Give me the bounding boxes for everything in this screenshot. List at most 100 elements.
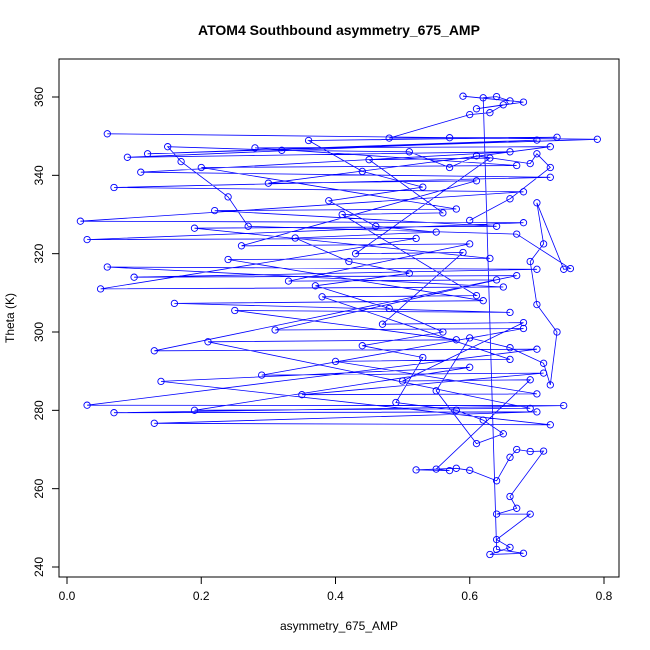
data-point [519,188,528,196]
data-point [164,143,172,151]
data-point [479,416,487,424]
x-axis-label: asymmetry_675_AMP [280,619,398,633]
data-point [110,183,118,192]
data-point [519,219,528,227]
data-point [486,109,494,117]
data-point [533,408,541,416]
data-point [83,401,91,409]
data-point [398,377,407,385]
data-point [345,257,353,266]
data-point [492,535,501,544]
data-point [358,342,366,350]
data-point [291,234,299,242]
data-point [445,134,454,142]
data-point [412,466,420,474]
data-point [533,136,541,144]
y-tick-label: 320 [32,243,46,263]
data-point [479,94,487,102]
data-point [492,510,501,518]
data-point [103,130,111,138]
data-point [419,353,427,362]
data-point [499,283,507,291]
data-point [130,273,138,281]
data-point [546,421,554,429]
data-point [526,404,534,413]
data-point [170,299,179,308]
data-point [472,177,481,185]
data-point [412,234,420,243]
data-point [385,304,393,313]
data-point [338,210,346,219]
data-point [459,92,467,100]
data-point [325,197,333,205]
data-point [432,465,440,473]
data-point [533,150,541,158]
data-point [177,157,185,166]
data-point [506,453,514,461]
data-point [466,334,474,342]
data-point [486,550,494,559]
y-axis: 240 260 280 300 320 340 360 [32,87,60,577]
data-point [459,248,467,257]
data-point [479,297,487,305]
data-point [405,148,413,156]
data-point [533,300,541,309]
data-point [492,92,501,101]
data-point [439,209,447,217]
data-point [351,250,360,258]
data-point [506,148,514,156]
data-point [506,543,514,552]
data-point [439,328,447,336]
data-point [519,549,528,557]
data-point [472,105,481,113]
data-point [506,308,514,317]
data-point [392,398,400,407]
data-point [499,430,507,438]
data-point [492,545,501,554]
data-point [472,152,481,160]
data-point [566,264,575,273]
data-point [298,391,306,399]
data-point [539,369,548,377]
data-point [385,134,393,142]
data-point [143,150,152,158]
data-point [539,240,548,248]
y-tick-label: 240 [32,557,46,577]
data-point [405,269,413,277]
data-point [533,265,541,273]
data-point [358,167,366,176]
data-point [331,357,340,366]
data-point [110,409,118,417]
data-point [533,345,541,353]
data-point [419,183,427,191]
data-point [513,445,521,454]
data-point [304,136,313,145]
data-point [190,406,199,414]
y-tick-label: 340 [32,165,46,185]
data-point [244,222,252,230]
data-point [533,199,541,207]
y-tick-label: 360 [32,87,46,107]
data-point [224,255,232,264]
x-tick-label: 0.4 [327,589,344,603]
data-point [492,477,501,485]
data-point [546,173,554,181]
data-point [278,146,286,154]
data-point [539,447,548,455]
data-point [492,276,501,284]
data-point [432,387,440,395]
data-point [526,510,534,518]
data-point [378,320,387,328]
data-point [546,381,554,389]
data-point [452,205,460,213]
data-point [553,133,561,141]
data-point [452,464,460,472]
data-point [271,326,279,334]
data-point [519,318,528,327]
y-axis-label: Theta (K) [3,293,17,343]
data-point [519,98,528,106]
data-point [466,363,474,371]
data-point [506,97,514,105]
data-point [157,377,165,386]
data-point [553,328,561,336]
